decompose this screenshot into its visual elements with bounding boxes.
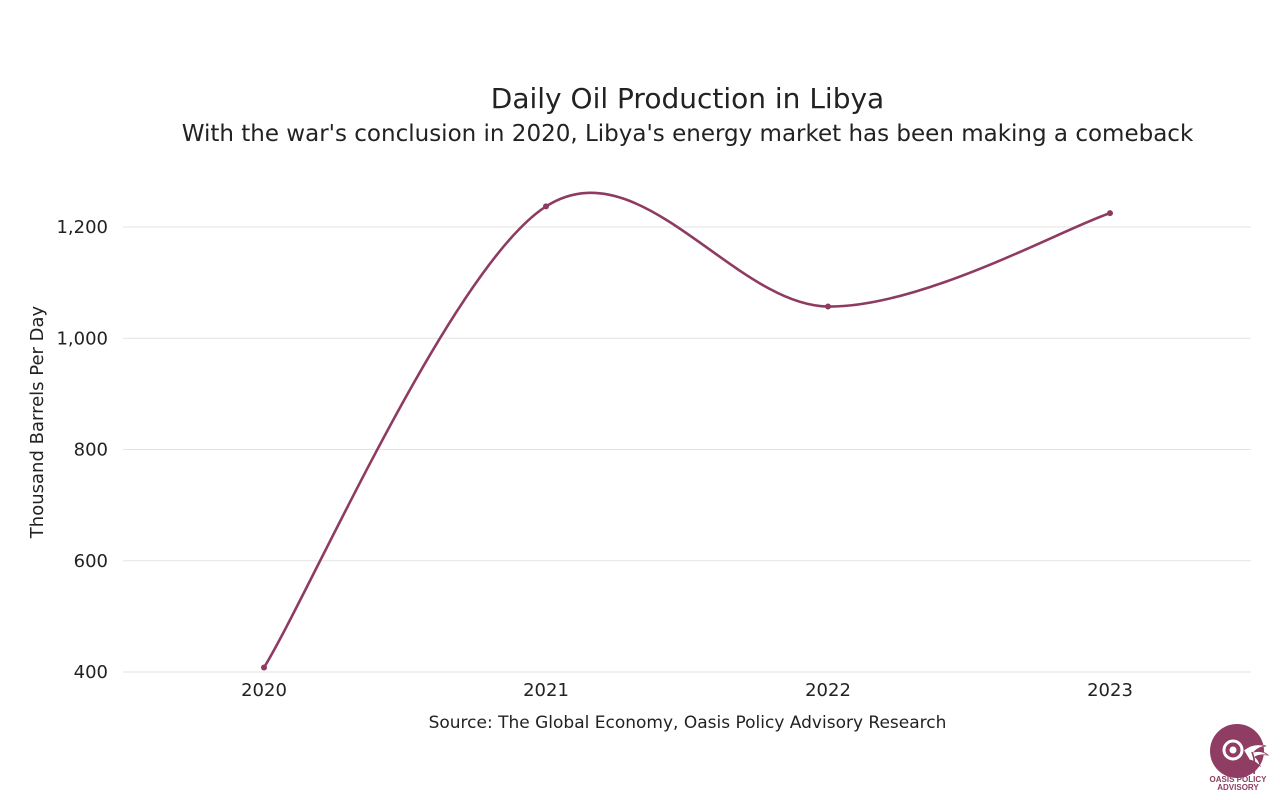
chart-title: Daily Oil Production in Libya bbox=[490, 82, 885, 115]
chart-subtitle: With the war's conclusion in 2020, Libya… bbox=[181, 121, 1194, 147]
y-tick-label: 600 bbox=[74, 551, 108, 572]
source-note: Source: The Global Economy, Oasis Policy… bbox=[428, 713, 947, 733]
data-point bbox=[825, 303, 831, 310]
data-point bbox=[261, 664, 267, 671]
y-tick-label: 800 bbox=[74, 440, 108, 461]
data-point bbox=[1107, 210, 1113, 217]
y-tick-label: 400 bbox=[74, 662, 108, 683]
logo-text: OASIS POLICY ADVISORY bbox=[1209, 775, 1267, 792]
y-axis-label: Thousand Barrels Per Day bbox=[27, 305, 48, 539]
x-tick-label: 2022 bbox=[805, 680, 851, 701]
y-tick-label: 1,000 bbox=[56, 328, 108, 349]
series-line bbox=[262, 191, 1111, 669]
x-tick-label: 2020 bbox=[241, 680, 287, 701]
x-tick-label: 2023 bbox=[1087, 680, 1133, 701]
data-point bbox=[543, 203, 549, 210]
x-tick-label: 2021 bbox=[523, 680, 569, 701]
y-tick-label: 1,200 bbox=[56, 217, 108, 238]
oasis-policy-advisory-logo bbox=[1210, 724, 1270, 778]
